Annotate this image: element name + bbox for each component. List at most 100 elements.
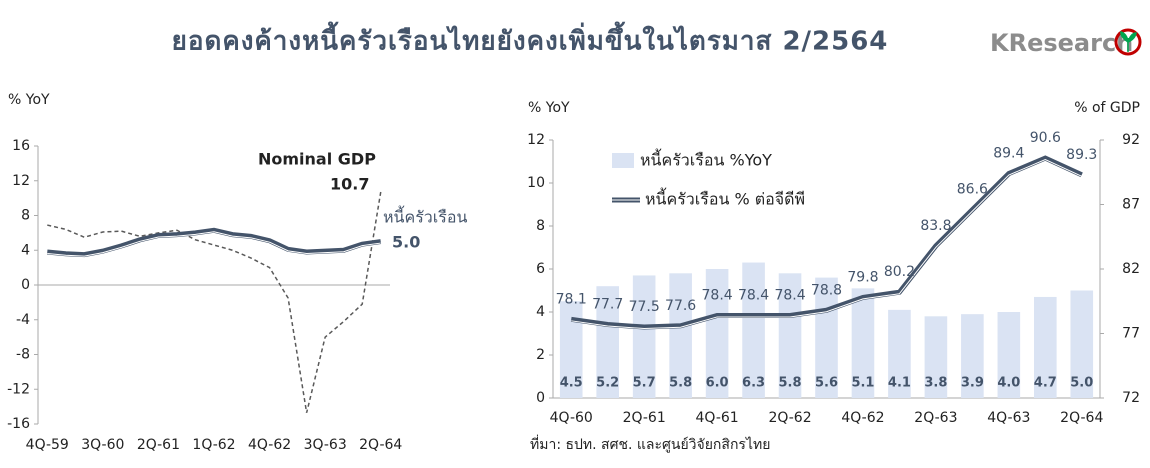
- y2-tick-label: 87: [1122, 197, 1140, 213]
- y-tick-label: 4: [21, 242, 30, 258]
- x-tick-label: 3Q-60: [81, 437, 124, 453]
- y-tick-label: 2: [536, 347, 545, 363]
- line-series: [47, 191, 382, 413]
- x-tick-label: 4Q-63: [987, 410, 1030, 426]
- bar: [1070, 290, 1094, 398]
- y2-tick-label: 92: [1122, 132, 1140, 148]
- y2-tick-label: 77: [1122, 326, 1140, 342]
- bar: [742, 262, 765, 398]
- data-label: 78.8: [811, 282, 842, 298]
- legend-label: หนี้ครัวเรือน % ต่อจีดีพี: [645, 188, 805, 209]
- y-tick-label: 12: [12, 173, 30, 189]
- y-tick-label: -8: [16, 347, 30, 363]
- data-label: 3.8: [924, 376, 947, 391]
- y-tick-label: -16: [7, 416, 30, 432]
- line-series: [570, 155, 1083, 330]
- line-series-highlight: [47, 231, 381, 257]
- bar: [1033, 296, 1057, 398]
- logo-icon: [1114, 28, 1142, 56]
- x-tick-label: 4Q-62: [248, 437, 291, 453]
- x-tick-label: 2Q-64: [1060, 410, 1103, 426]
- data-label: 3.9: [961, 376, 984, 391]
- data-label: 6.3: [742, 376, 765, 391]
- y-tick-label: 8: [536, 218, 545, 234]
- data-label: 78.4: [774, 287, 805, 303]
- data-label: 4.1: [888, 376, 911, 391]
- bar: [778, 273, 802, 398]
- y-tick-label: 0: [21, 277, 30, 293]
- y-tick-label: -4: [16, 312, 30, 328]
- data-label: 89.3: [1066, 147, 1097, 163]
- bar: [669, 273, 692, 398]
- y-tick-label: 4: [536, 304, 545, 320]
- data-label: 5.7: [633, 376, 656, 391]
- data-label: 79.8: [847, 269, 878, 285]
- logo-text: KResearch: [990, 29, 1133, 57]
- y-tick-label: -12: [7, 381, 30, 397]
- data-label: 5.8: [779, 376, 802, 391]
- y2-axis-label: % of GDP: [1074, 100, 1140, 116]
- y-tick-label: 10: [527, 175, 545, 191]
- y-tick-label: 6: [536, 261, 545, 277]
- y-tick-label: 8: [21, 208, 30, 224]
- x-tick-label: 4Q-60: [550, 410, 593, 426]
- page-title: ยอดคงค้างหนี้ครัวเรือนไทยยังคงเพิ่มขึ้นใ…: [172, 21, 889, 57]
- bar: [888, 309, 911, 398]
- data-label: 5.1: [851, 376, 874, 391]
- bar: [961, 314, 984, 398]
- bar: [596, 286, 620, 398]
- data-label: 77.6: [665, 298, 696, 314]
- data-label: 77.5: [629, 299, 660, 315]
- data-label: 89.4: [993, 146, 1024, 162]
- source: ที่มา: ธปท. สศช. และศูนย์วิจัยกสิกรไทย: [530, 435, 770, 453]
- x-tick-label: 2Q-63: [914, 410, 957, 426]
- x-tick-label: 1Q-62: [192, 437, 235, 453]
- x-tick-label: 2Q-61: [137, 437, 180, 453]
- line-series: [47, 227, 382, 258]
- data-label: 5.6: [815, 376, 838, 391]
- bar: [924, 316, 948, 398]
- y-axis-label: % YoY: [8, 92, 50, 108]
- x-tick-label: 4Q-61: [696, 410, 739, 426]
- data-label: 90.6: [1030, 130, 1061, 146]
- bar: [705, 269, 729, 398]
- y2-tick-label: 82: [1122, 261, 1140, 277]
- x-tick-label: 2Q-64: [359, 437, 402, 453]
- data-label: 80.2: [884, 264, 915, 280]
- y-tick-label: 0: [536, 390, 545, 406]
- data-label: 5.2: [596, 376, 619, 391]
- bar: [851, 288, 875, 398]
- legend-label: หนี้ครัวเรือน %YoY: [640, 149, 772, 170]
- line-series-highlight: [571, 159, 1082, 330]
- y2-tick-label: 72: [1122, 390, 1140, 406]
- x-tick-label: 2Q-61: [623, 410, 666, 426]
- series-label: หนี้ครัวเรือน: [383, 206, 467, 227]
- data-label: 4.5: [560, 376, 583, 391]
- bar: [997, 312, 1021, 398]
- end-label: 5.0: [392, 233, 420, 252]
- x-tick-label: 4Q-59: [26, 437, 69, 453]
- data-label: 5.0: [1070, 376, 1093, 391]
- bar: [632, 275, 656, 398]
- x-tick-label: 3Q-63: [304, 437, 347, 453]
- data-label: 6.0: [706, 376, 729, 391]
- data-label: 78.4: [702, 287, 733, 303]
- data-label: 78.4: [738, 287, 769, 303]
- data-label: 78.1: [556, 291, 587, 307]
- data-label: 4.0: [997, 376, 1020, 391]
- data-label: 4.7: [1034, 376, 1057, 391]
- data-label: 86.6: [957, 182, 988, 198]
- data-label: 83.8: [920, 218, 951, 234]
- y-tick-label: 12: [527, 132, 545, 148]
- series-label: Nominal GDP: [258, 150, 376, 169]
- bar: [559, 301, 583, 398]
- x-tick-label: 4Q-62: [841, 410, 884, 426]
- end-label: 10.7: [330, 175, 369, 194]
- data-label: 77.7: [592, 296, 623, 312]
- x-tick-label: 2Q-62: [768, 410, 811, 426]
- data-label: 5.8: [669, 376, 692, 391]
- y-tick-label: 16: [12, 138, 30, 154]
- y-axis-label: % YoY: [528, 100, 570, 116]
- legend-swatch: [612, 153, 634, 168]
